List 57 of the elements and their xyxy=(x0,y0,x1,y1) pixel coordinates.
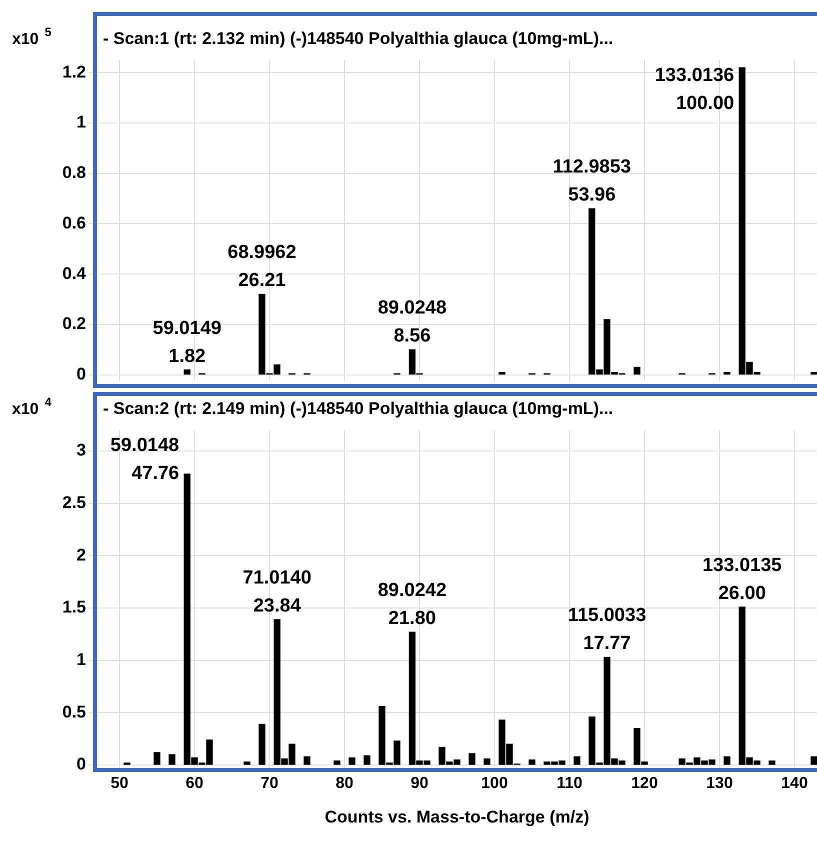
y-tick-label: 0 xyxy=(76,364,86,384)
annotation: 112.9853 53.96 xyxy=(552,156,631,206)
y-tick-label: 2.5 xyxy=(62,492,86,512)
y-tick-label: 3 xyxy=(76,440,86,460)
bar xyxy=(724,372,730,375)
bar xyxy=(334,760,340,765)
y-tick-label: 0.6 xyxy=(62,213,86,232)
y-tick-label: 0 xyxy=(76,754,86,774)
x-tick-label: 100 xyxy=(481,775,508,792)
annotation: 133.0135 26.00 xyxy=(702,554,782,604)
x-axis-title: Counts vs. Mass-to-Charge (m/z) xyxy=(324,807,590,826)
annotation: 59.0149 1.82 xyxy=(152,318,222,367)
x-tick-label: 90 xyxy=(410,775,428,792)
bar xyxy=(364,755,370,765)
bar xyxy=(724,756,730,765)
y-tick-label: 0.4 xyxy=(62,264,87,283)
annotation: 89.0248 8.56 xyxy=(378,298,447,347)
annotation: 115.0033 17.77 xyxy=(568,605,646,654)
y-tick-label: 2 xyxy=(76,545,86,564)
annotation: 89.0242 21.80 xyxy=(378,580,447,630)
bar xyxy=(154,752,160,765)
y-tick-label: 0.5 xyxy=(62,702,86,722)
bar xyxy=(528,759,536,765)
x-tick-label: 120 xyxy=(631,775,658,792)
chart-title: - Scan:1 (rt: 2.132 min) (-)148540 Polyalthia glauca (10mg-mL)... xyxy=(103,29,614,48)
bar xyxy=(304,756,310,765)
x-tick-label: 60 xyxy=(186,775,204,792)
bar xyxy=(244,762,250,765)
annotation: 71.0140 23.84 xyxy=(242,567,312,616)
bar xyxy=(184,369,190,375)
y-tick-label: 0.2 xyxy=(62,314,86,334)
annotation: 59.0148 47.76 xyxy=(110,435,180,484)
bar xyxy=(258,724,266,765)
x-tick-label: 140 xyxy=(781,775,808,792)
bar xyxy=(484,758,490,765)
bar xyxy=(768,760,776,765)
y-tick-label: 1 xyxy=(76,112,86,132)
bar xyxy=(498,372,506,375)
bar xyxy=(348,757,356,765)
bar xyxy=(634,366,640,375)
annotation: 133.0136 100.00 xyxy=(654,65,734,114)
x-tick-label: 80 xyxy=(336,775,354,792)
annotation: 68.9962 26.21 xyxy=(228,242,296,292)
x-tick-label: 110 xyxy=(556,775,583,792)
y-tick-label: 1 xyxy=(76,650,86,669)
y-tick-label: 0.8 xyxy=(62,163,86,182)
bar xyxy=(168,754,176,765)
bar xyxy=(810,372,817,375)
chart-title: - Scan:2 (rt: 2.149 min) (-)148540 Polyalthia glauca (10mg-mL)... xyxy=(103,399,614,418)
bar xyxy=(468,753,476,765)
bar xyxy=(574,756,580,765)
x-tick-label: 50 xyxy=(110,775,128,792)
bar xyxy=(810,756,817,765)
y-tick-label: 1.2 xyxy=(62,62,86,82)
x-tick-label: 70 xyxy=(260,775,278,792)
x-tick-label: 130 xyxy=(706,775,733,792)
y-tick-label: 1.5 xyxy=(62,598,86,617)
